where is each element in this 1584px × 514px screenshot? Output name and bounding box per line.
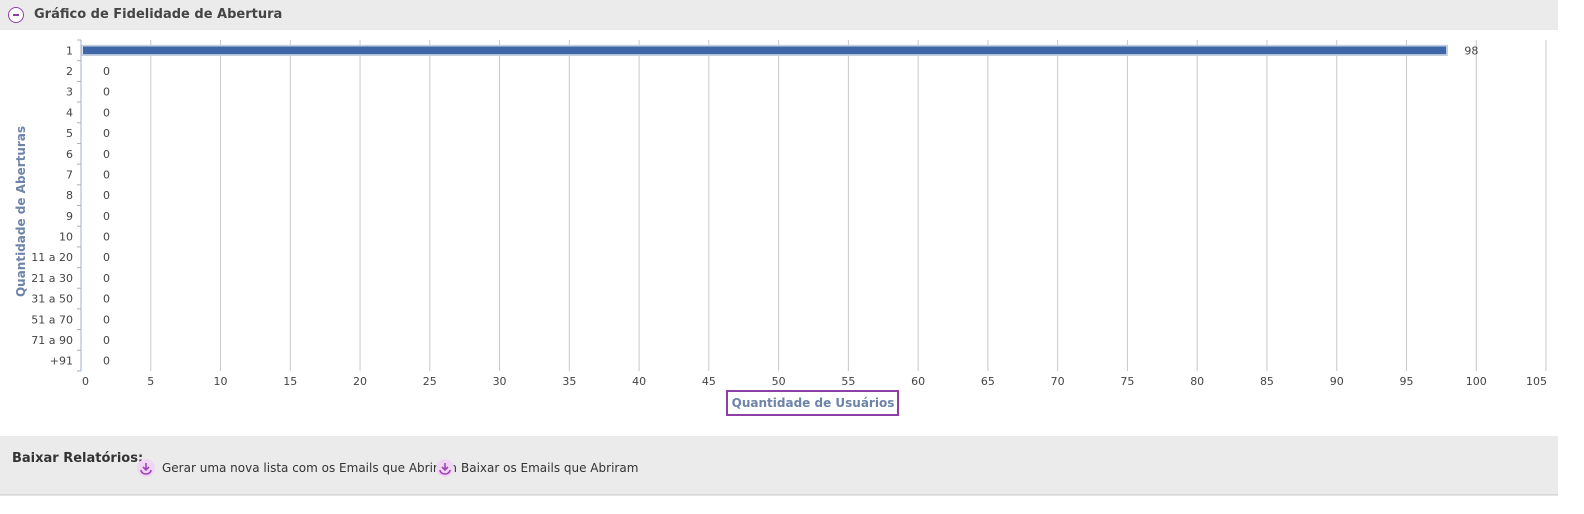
divider [0,495,1558,496]
generate-list-link[interactable]: Gerar uma nova lista com os Emails que A… [137,458,457,478]
data-label: 0 [103,313,110,326]
data-label: 0 [103,106,110,119]
x-tick-label: 50 [772,375,786,388]
y-tick-label: 9 [66,210,73,223]
y-tick-label: 21 a 30 [31,272,73,285]
y-tick-label: 51 a 70 [31,313,73,326]
panel-title: Gráfico de Fidelidade de Abertura [34,7,283,22]
bar [83,46,1447,55]
y-tick-label: 8 [66,189,73,202]
x-tick-label: 20 [353,375,367,388]
bar-chart: 0 5 10 15 20 25 30 35 40 45 50 55 60 65 70 75 80 85 90 95 10… [14,39,1547,416]
report-downloads: Baixar Relatórios: Gerar uma nova lista … [0,436,1558,495]
x-tick-label: 60 [911,375,925,388]
download-emails-label: Baixar os Emails que Abriram [461,461,639,475]
panel-header: Gráfico de Fidelidade de Abertura [0,0,1558,30]
download-emails-link[interactable]: Baixar os Emails que Abriram [436,458,638,478]
x-tick-label: 45 [702,375,716,388]
x-tick-label: 90 [1330,375,1344,388]
download-icon [137,459,155,477]
x-tick-label: 85 [1260,375,1274,388]
data-label: 0 [103,293,110,306]
y-tick-label: 5 [66,127,73,140]
data-label: 0 [103,210,110,223]
x-tick-label: 25 [423,375,437,388]
data-label: 0 [103,148,110,161]
data-label: 0 [103,272,110,285]
data-label: 0 [103,86,110,99]
data-label: 0 [103,355,110,368]
x-tick-label: 100 [1466,375,1487,388]
y-tick-label: 1 [66,44,73,57]
x-tick-label: 65 [981,375,995,388]
x-tick-label: 80 [1190,375,1204,388]
x-tick-label: 40 [632,375,646,388]
data-label: 0 [103,231,110,244]
downloads-label: Baixar Relatórios: [12,451,144,466]
y-tick-label: 4 [66,106,73,119]
y-tick-label: 7 [66,168,73,181]
x-axis-title-highlight [726,390,899,416]
x-axis-title: Quantidade de Usuários [732,396,895,410]
y-tick-label: 10 [59,231,73,244]
x-tick-label: 30 [493,375,507,388]
y-tick-label: 3 [66,86,73,99]
y-tick-label: 6 [66,148,73,161]
data-label: 0 [103,65,110,78]
data-label: 0 [103,334,110,347]
x-tick-label: 95 [1399,375,1413,388]
minus-circle-icon[interactable] [8,7,24,23]
x-tick-label: 75 [1120,375,1134,388]
y-tick-label: 31 a 50 [31,293,73,306]
x-tick-label: 15 [283,375,297,388]
data-label: 0 [103,168,110,181]
x-tick-label: 105 [1526,375,1547,388]
data-label: 98 [1464,44,1478,57]
chart-area: 0 5 10 15 20 25 30 35 40 45 50 55 60 65 70 75 80 85 90 95 10… [0,30,1558,436]
x-tick-label: 55 [841,375,855,388]
download-icon [436,459,454,477]
data-label: 0 [103,251,110,264]
y-tick-label: 2 [66,65,73,78]
x-tick-label: 70 [1051,375,1065,388]
x-tick-label: 0 [82,375,89,388]
x-tick-label: 35 [562,375,576,388]
y-tick-label: 71 a 90 [31,334,73,347]
data-label: 0 [103,127,110,140]
x-tick-label: 10 [214,375,228,388]
y-tick-label: 11 a 20 [31,251,73,264]
y-axis-title: Quantidade de Aberturas [14,126,28,297]
x-tick-label: 5 [147,375,154,388]
data-label: 0 [103,189,110,202]
y-tick-label: +91 [50,355,73,368]
generate-list-label: Gerar uma nova lista com os Emails que A… [162,461,457,475]
